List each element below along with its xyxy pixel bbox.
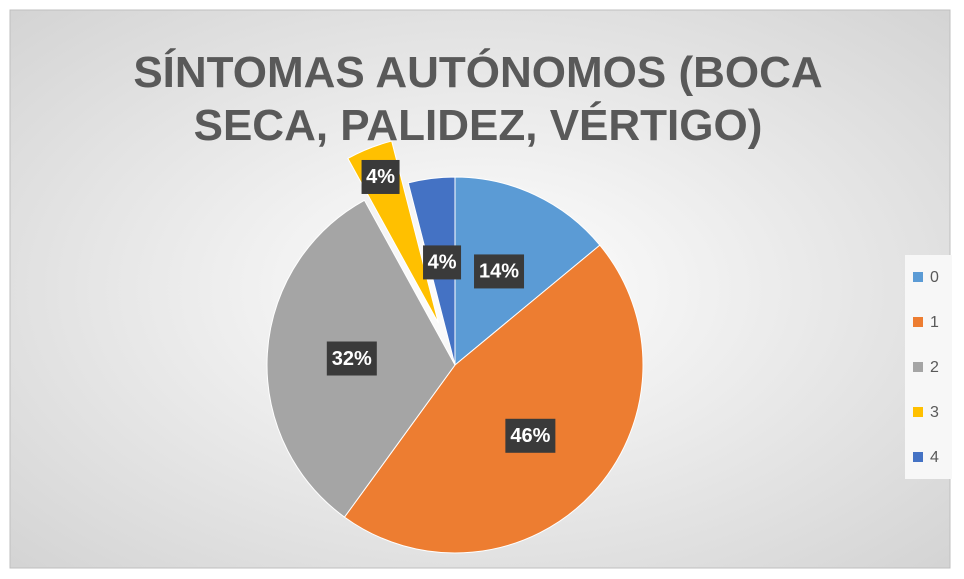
data-label: 32%	[332, 348, 372, 370]
pie-slice	[343, 244, 644, 554]
data-label-box	[326, 341, 377, 376]
data-label: 4%	[366, 166, 395, 188]
data-label: 4%	[428, 252, 457, 274]
legend-label: 4	[930, 449, 939, 466]
legend-swatch	[913, 272, 923, 282]
data-label-box	[505, 418, 556, 453]
pie-slice	[454, 176, 601, 367]
legend-swatch	[913, 317, 923, 327]
legend-label: 2	[930, 359, 939, 376]
data-label-box	[474, 254, 525, 289]
data-label-box	[361, 159, 400, 194]
legend-label: 1	[930, 314, 939, 331]
legend-swatch	[913, 407, 923, 417]
legend-label: 3	[930, 404, 939, 421]
legend-swatch	[913, 362, 923, 372]
chart-title: SÍNTOMAS AUTÓNOMOS (BOCA SECA, PALIDEZ, V…	[133, 47, 822, 150]
data-label-box	[423, 245, 462, 280]
legend-swatch	[913, 452, 923, 462]
data-label: 46%	[510, 425, 550, 447]
legend-box	[905, 255, 952, 479]
data-label: 14%	[479, 261, 519, 283]
legend-label: 0	[930, 269, 939, 286]
